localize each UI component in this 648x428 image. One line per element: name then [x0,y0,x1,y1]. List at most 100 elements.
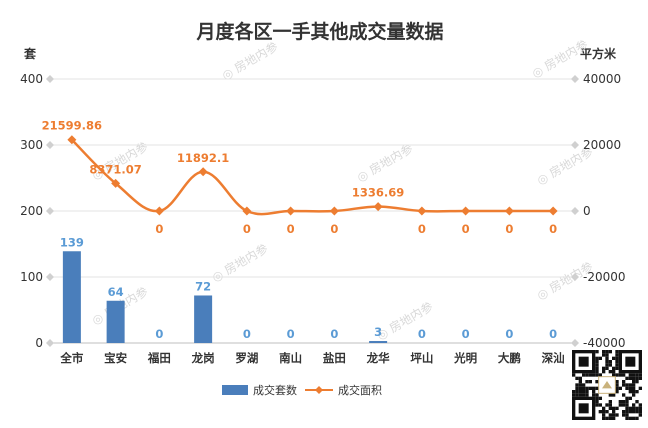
right-tick-label: -20000 [583,270,626,284]
qr-module [628,376,632,380]
qr-module [612,410,616,414]
line-series: 21599.86 8371.07 0 11892.1 0 0 0 1336.69 0 0 0 0 [42,119,558,236]
qr-module [582,390,586,394]
qr-module [635,410,639,414]
bar-data-label: 72 [195,279,211,293]
qr-module [612,413,616,417]
category-label: 龙华 [366,351,390,365]
qr-module [618,403,622,407]
legend-line-label: 成交面积 [338,383,382,397]
qr-module [632,373,636,377]
gridline-marker [46,273,54,281]
qr-module [588,373,592,377]
left-tick-label: 300 [20,138,43,152]
qr-module [605,350,609,354]
bar [62,251,81,343]
qr-code-image [572,350,642,420]
qr-module [575,383,579,387]
qr-module [608,406,612,410]
qr-module [572,373,576,377]
qr-module [598,403,602,407]
line-point [67,135,77,145]
qr-module [612,356,616,360]
qr-module [625,386,629,390]
gridline-marker [46,207,54,215]
qr-module [578,383,582,387]
qr-module [602,406,606,410]
qr-module [608,403,612,407]
bar-series: 139 64 0 72 0 0 0 3 0 0 0 0 [60,235,557,343]
qr-module [585,390,589,394]
qr-module [595,363,599,367]
qr-module [615,383,619,387]
qr-module [572,390,576,394]
qr-module [582,386,586,390]
qr-module [598,356,602,360]
qr-module [608,370,612,374]
qr-module [598,373,602,377]
bar [194,295,213,343]
qr-module [602,370,606,374]
line-data-label: 8371.07 [89,162,141,176]
qr-module [615,366,619,370]
qr-module [638,413,642,417]
watermark-text: ◎ 房地内参 [354,140,415,184]
qr-module [602,350,606,354]
watermarks: ◎ 房地内参 ◎ 房地内参◎ 房地内参 ◎ 房地内参 ◎ 房地内参◎ 房地内参 ◎ 房地… [89,36,595,342]
category-label: 盐田 [323,351,346,365]
qr-finder-core [578,403,589,414]
qr-module [605,363,609,367]
qr-module [602,366,606,370]
line-data-label: 0 [462,222,470,236]
line-data-label: 0 [330,222,338,236]
left-axis-unit: 套 [23,46,37,61]
watermark-text: ◎ 房地内参 [219,38,280,82]
qr-module [602,413,606,417]
qr-module [628,373,632,377]
qr-module [622,413,626,417]
qr-module [615,390,619,394]
qr-module [595,350,599,354]
left-tick-label: 0 [35,336,43,350]
line-data-label: 0 [155,222,163,236]
qr-module [605,353,609,357]
qr-module [632,410,636,414]
qr-module [578,376,582,380]
qr-module [612,416,616,420]
qr-module [628,383,632,387]
legend-bar-label: 成交套数 [253,383,297,397]
qr-module [605,403,609,407]
gridline-marker [46,75,54,83]
category-label: 光明 [453,351,477,365]
qr-module [598,396,602,400]
qr-module [608,413,612,417]
right-tick-label: 0 [583,204,591,218]
category-label: 坪山 [410,351,433,365]
qr-module [622,383,626,387]
left-tick-label: 100 [20,270,43,284]
qr-module [632,386,636,390]
qr-module [572,393,576,397]
line-data-label: 0 [287,222,295,236]
qr-module [622,380,626,384]
qr-module [618,373,622,377]
qr-finder-core [625,356,636,367]
qr-module [632,376,636,380]
qr-module [575,376,579,380]
legend-line-marker [315,386,323,394]
qr-module [608,393,612,397]
qr-module [628,406,632,410]
qr-module [595,360,599,364]
qr-module [615,353,619,357]
gridline-marker [571,207,579,215]
line-point [286,206,296,216]
qr-module [585,373,589,377]
qr-module [595,366,599,370]
bar [106,300,125,343]
qr-module [638,386,642,390]
qr-module [578,386,582,390]
right-axis-unit: 平方米 [580,46,617,61]
bar-data-label: 0 [549,327,557,341]
qr-module [585,393,589,397]
